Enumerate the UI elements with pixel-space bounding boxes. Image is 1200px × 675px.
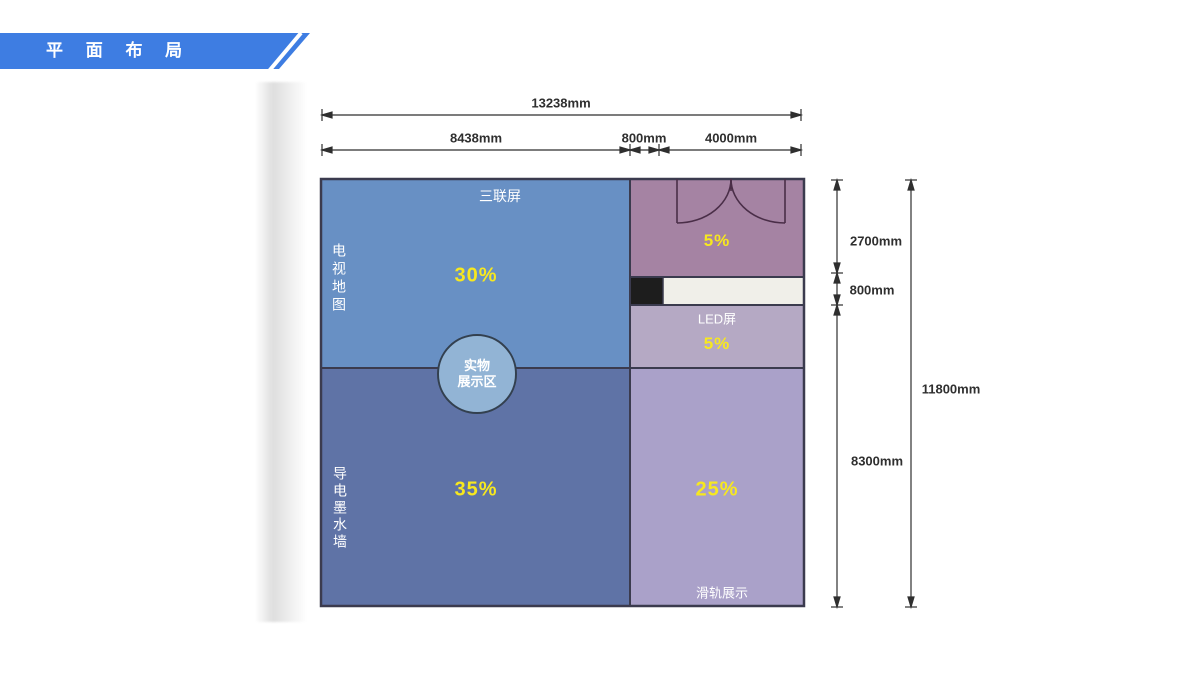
percent-tv-map: 30% xyxy=(454,264,498,287)
label-triple-screen: 三联屏 xyxy=(479,188,521,204)
dim-width-8438: 8438mm xyxy=(449,130,503,146)
dim-height-2700: 2700mm xyxy=(849,233,903,249)
dim-total-height: 11800mm xyxy=(921,381,981,397)
corridor-block xyxy=(630,277,663,305)
label-tv-map: 电视地图 xyxy=(331,243,347,315)
dim-total-width: 13238mm xyxy=(531,95,591,111)
dim-height-8300: 8300mm xyxy=(850,453,904,469)
percent-entrance: 5% xyxy=(703,231,731,250)
percent-slide-rail: 25% xyxy=(695,478,739,501)
label-ink-wall: 导电墨水墙 xyxy=(332,466,348,551)
page-edge-shade xyxy=(255,82,307,622)
percent-ink-wall: 35% xyxy=(454,478,498,501)
label-led-screen: LED屏 xyxy=(697,311,737,327)
circle-label-line2: 展示区 xyxy=(457,374,497,389)
header-banner: 平 面 布 局 xyxy=(0,31,310,73)
dim-width-800: 800mm xyxy=(621,130,667,146)
banner-shape xyxy=(0,33,310,69)
dim-width-4000: 4000mm xyxy=(704,130,758,146)
dim-height-800: 800mm xyxy=(849,282,895,298)
percent-led-screen: 5% xyxy=(703,334,731,353)
room-entrance xyxy=(630,178,805,277)
page-title: 平 面 布 局 xyxy=(46,41,192,60)
physical-display-circle: 实物 展示区 xyxy=(437,334,517,414)
label-slide-rail: 滑轨展示 xyxy=(695,585,749,601)
circle-label-line1: 实物 xyxy=(463,358,490,373)
